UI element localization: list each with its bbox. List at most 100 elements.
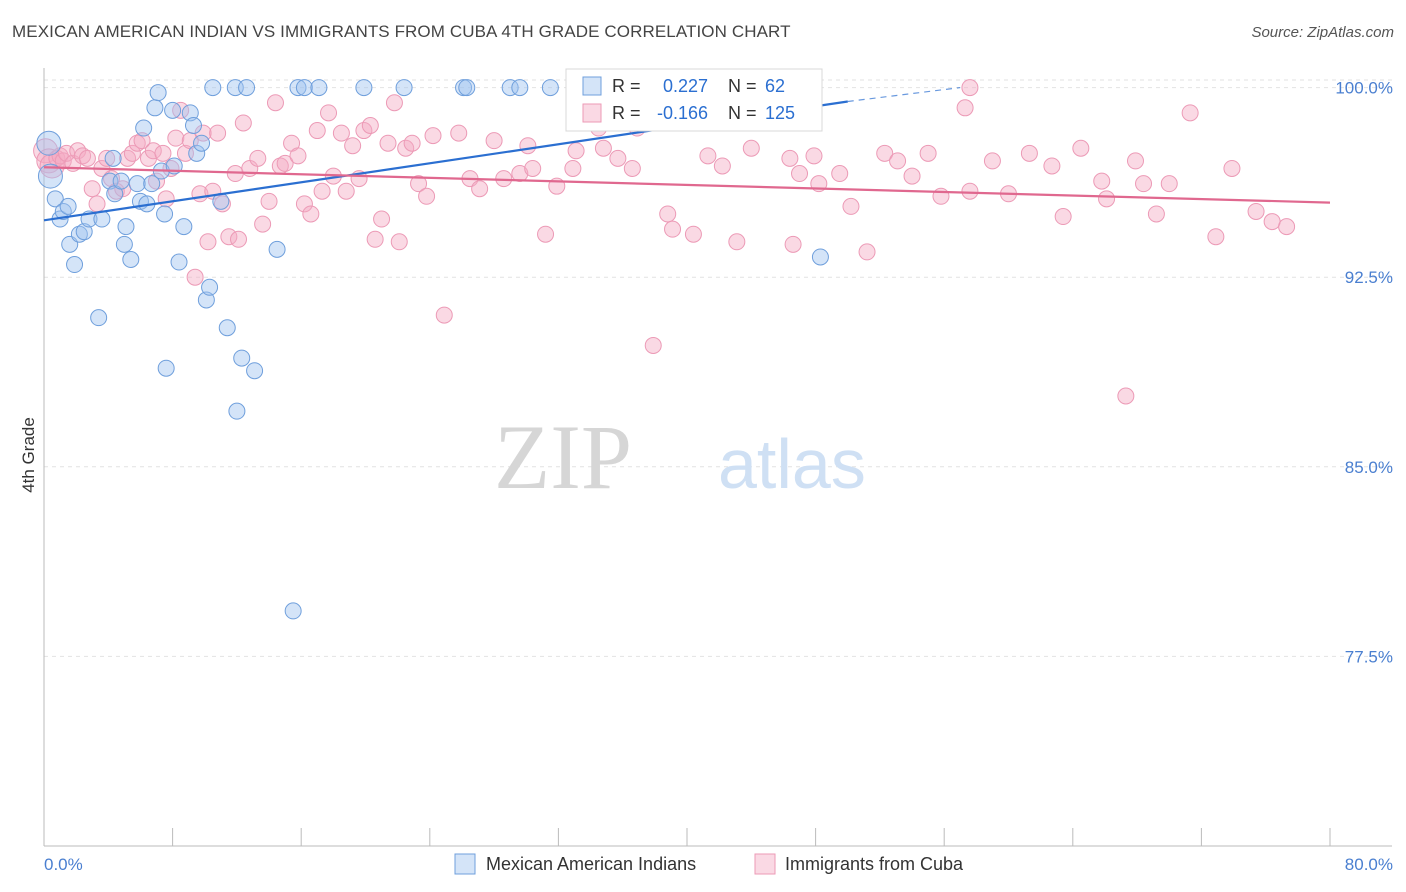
data-point-immigrants-from-cuba (418, 187, 436, 205)
y-tick-label: 100.0% (1335, 79, 1393, 98)
data-point-mexican-american-indians (541, 79, 559, 97)
data-point-immigrants-from-cuba (664, 220, 682, 238)
data-point-mexican-american-indians (188, 144, 206, 162)
chart-title: MEXICAN AMERICAN INDIAN VS IMMIGRANTS FR… (12, 22, 791, 41)
watermark-zip: ZIP (494, 406, 632, 508)
legend-swatch (454, 853, 476, 875)
data-point-immigrants-from-cuba (332, 124, 350, 142)
data-point-mexican-american-indians (238, 79, 256, 97)
data-point-immigrants-from-cuba (308, 122, 326, 140)
data-point-immigrants-from-cuba (88, 195, 106, 213)
data-point-immigrants-from-cuba (842, 197, 860, 215)
data-point-immigrants-from-cuba (1278, 218, 1296, 236)
data-point-mexican-american-indians (197, 291, 215, 309)
legend-r-value: -0.166 (657, 103, 708, 123)
data-point-mexican-american-indians (395, 79, 413, 97)
watermark-atlas: atlas (718, 425, 866, 503)
data-point-mexican-american-indians (193, 134, 211, 152)
y-tick-label: 77.5% (1345, 647, 1393, 666)
data-point-immigrants-from-cuba (74, 147, 92, 165)
data-point-immigrants-from-cuba (567, 142, 585, 160)
data-point-mexican-american-indians (54, 202, 72, 220)
data-point-mexican-american-indians (811, 248, 829, 266)
data-point-immigrants-from-cuba (249, 149, 267, 167)
data-point-immigrants-from-cuba (511, 165, 529, 183)
data-point-immigrants-from-cuba (83, 180, 101, 198)
data-point-immigrants-from-cuba (123, 144, 141, 162)
data-point-immigrants-from-cuba (1207, 228, 1225, 246)
data-point-immigrants-from-cuba (78, 149, 96, 167)
data-point-immigrants-from-cuba (424, 127, 442, 145)
data-point-immigrants-from-cuba (903, 167, 921, 185)
tick-labels: 100.0% 92.5% 85.0% 77.5% 0.0% 80.0% (44, 79, 1393, 874)
data-point-immigrants-from-cuba (1147, 205, 1165, 223)
data-point-immigrants-from-cuba (889, 152, 907, 170)
data-point-mexican-american-indians (59, 197, 77, 215)
data-point-immigrants-from-cuba (1126, 152, 1144, 170)
data-point-mexican-american-indians (228, 402, 246, 420)
x-tick-label: 80.0% (1345, 855, 1393, 874)
data-point-immigrants-from-cuba (564, 159, 582, 177)
data-point-immigrants-from-cuba (167, 129, 185, 147)
data-point-mexican-american-indians (46, 190, 64, 208)
data-point-immigrants-from-cuba (128, 134, 146, 152)
data-point-immigrants-from-cuba (320, 104, 338, 122)
data-point-mexican-american-indians (90, 309, 108, 327)
legend-swatch (582, 103, 602, 123)
data-point-mexican-american-indians (295, 79, 313, 97)
data-point-immigrants-from-cuba (623, 159, 641, 177)
data-point-mexican-american-indians (112, 172, 130, 190)
data-point-mexican-american-indians (146, 99, 164, 117)
data-point-immigrants-from-cuba (403, 134, 421, 152)
data-point-mexican-american-indians (170, 253, 188, 271)
data-point-immigrants-from-cuba (742, 139, 760, 157)
data-point-immigrants-from-cuba (1043, 157, 1061, 175)
legend-n-value: 62 (765, 76, 785, 96)
data-point-immigrants-from-cuba (471, 180, 489, 198)
data-point-immigrants-from-cuba (133, 132, 151, 150)
data-point-immigrants-from-cuba (435, 306, 453, 324)
data-point-immigrants-from-cuba (876, 144, 894, 162)
data-point-mexican-american-indians (117, 218, 135, 236)
data-point-immigrants-from-cuba (961, 79, 979, 97)
data-point-immigrants-from-cuba (254, 215, 272, 233)
data-point-immigrants-from-cuba (379, 134, 397, 152)
data-point-mexican-american-indians (204, 79, 222, 97)
trend-line-immigrants-from-cuba (43, 166, 1331, 204)
data-point-immigrants-from-cuba (1181, 104, 1199, 122)
legend-label: Mexican American Indians (486, 854, 696, 874)
legend-n-label: N = (728, 76, 757, 96)
data-point-immigrants-from-cuba (791, 165, 809, 183)
bottom-legend: Mexican American Indians Immigrants from … (454, 853, 964, 875)
data-point-immigrants-from-cuba (1054, 208, 1072, 226)
data-point-mexican-american-indians (310, 79, 328, 97)
y-tick-label: 92.5% (1345, 268, 1393, 287)
data-point-mexican-american-indians (157, 359, 175, 377)
data-point-immigrants-from-cuba (148, 172, 166, 190)
data-point-immigrants-from-cuba (644, 336, 662, 354)
legend-n-value: 125 (765, 103, 795, 123)
data-point-immigrants-from-cuba (1135, 175, 1153, 193)
data-point-immigrants-from-cuba (781, 149, 799, 167)
data-point-immigrants-from-cuba (1117, 387, 1135, 405)
data-point-immigrants-from-cuba (157, 190, 175, 208)
data-point-mexican-american-indians (289, 79, 307, 97)
data-point-immigrants-from-cuba (919, 144, 937, 162)
y-axis-label: 4th Grade (19, 417, 38, 493)
data-point-mexican-american-indians (181, 104, 199, 122)
data-point-immigrants-from-cuba (162, 159, 180, 177)
data-point-mexican-american-indians (128, 175, 146, 193)
data-point-immigrants-from-cuba (385, 94, 403, 112)
data-point-immigrants-from-cuba (344, 137, 362, 155)
data-point-immigrants-from-cuba (186, 268, 204, 286)
data-point-immigrants-from-cuba (366, 230, 384, 248)
data-point-mexican-american-indians (149, 84, 167, 102)
data-point-immigrants-from-cuba (699, 147, 717, 165)
data-point-immigrants-from-cuba (373, 210, 391, 228)
data-point-mexican-american-indians (75, 223, 93, 241)
data-point-immigrants-from-cuba (213, 195, 231, 213)
data-point-immigrants-from-cuba (519, 137, 537, 155)
data-point-immigrants-from-cuba (728, 233, 746, 251)
data-point-mexican-american-indians (355, 79, 373, 97)
